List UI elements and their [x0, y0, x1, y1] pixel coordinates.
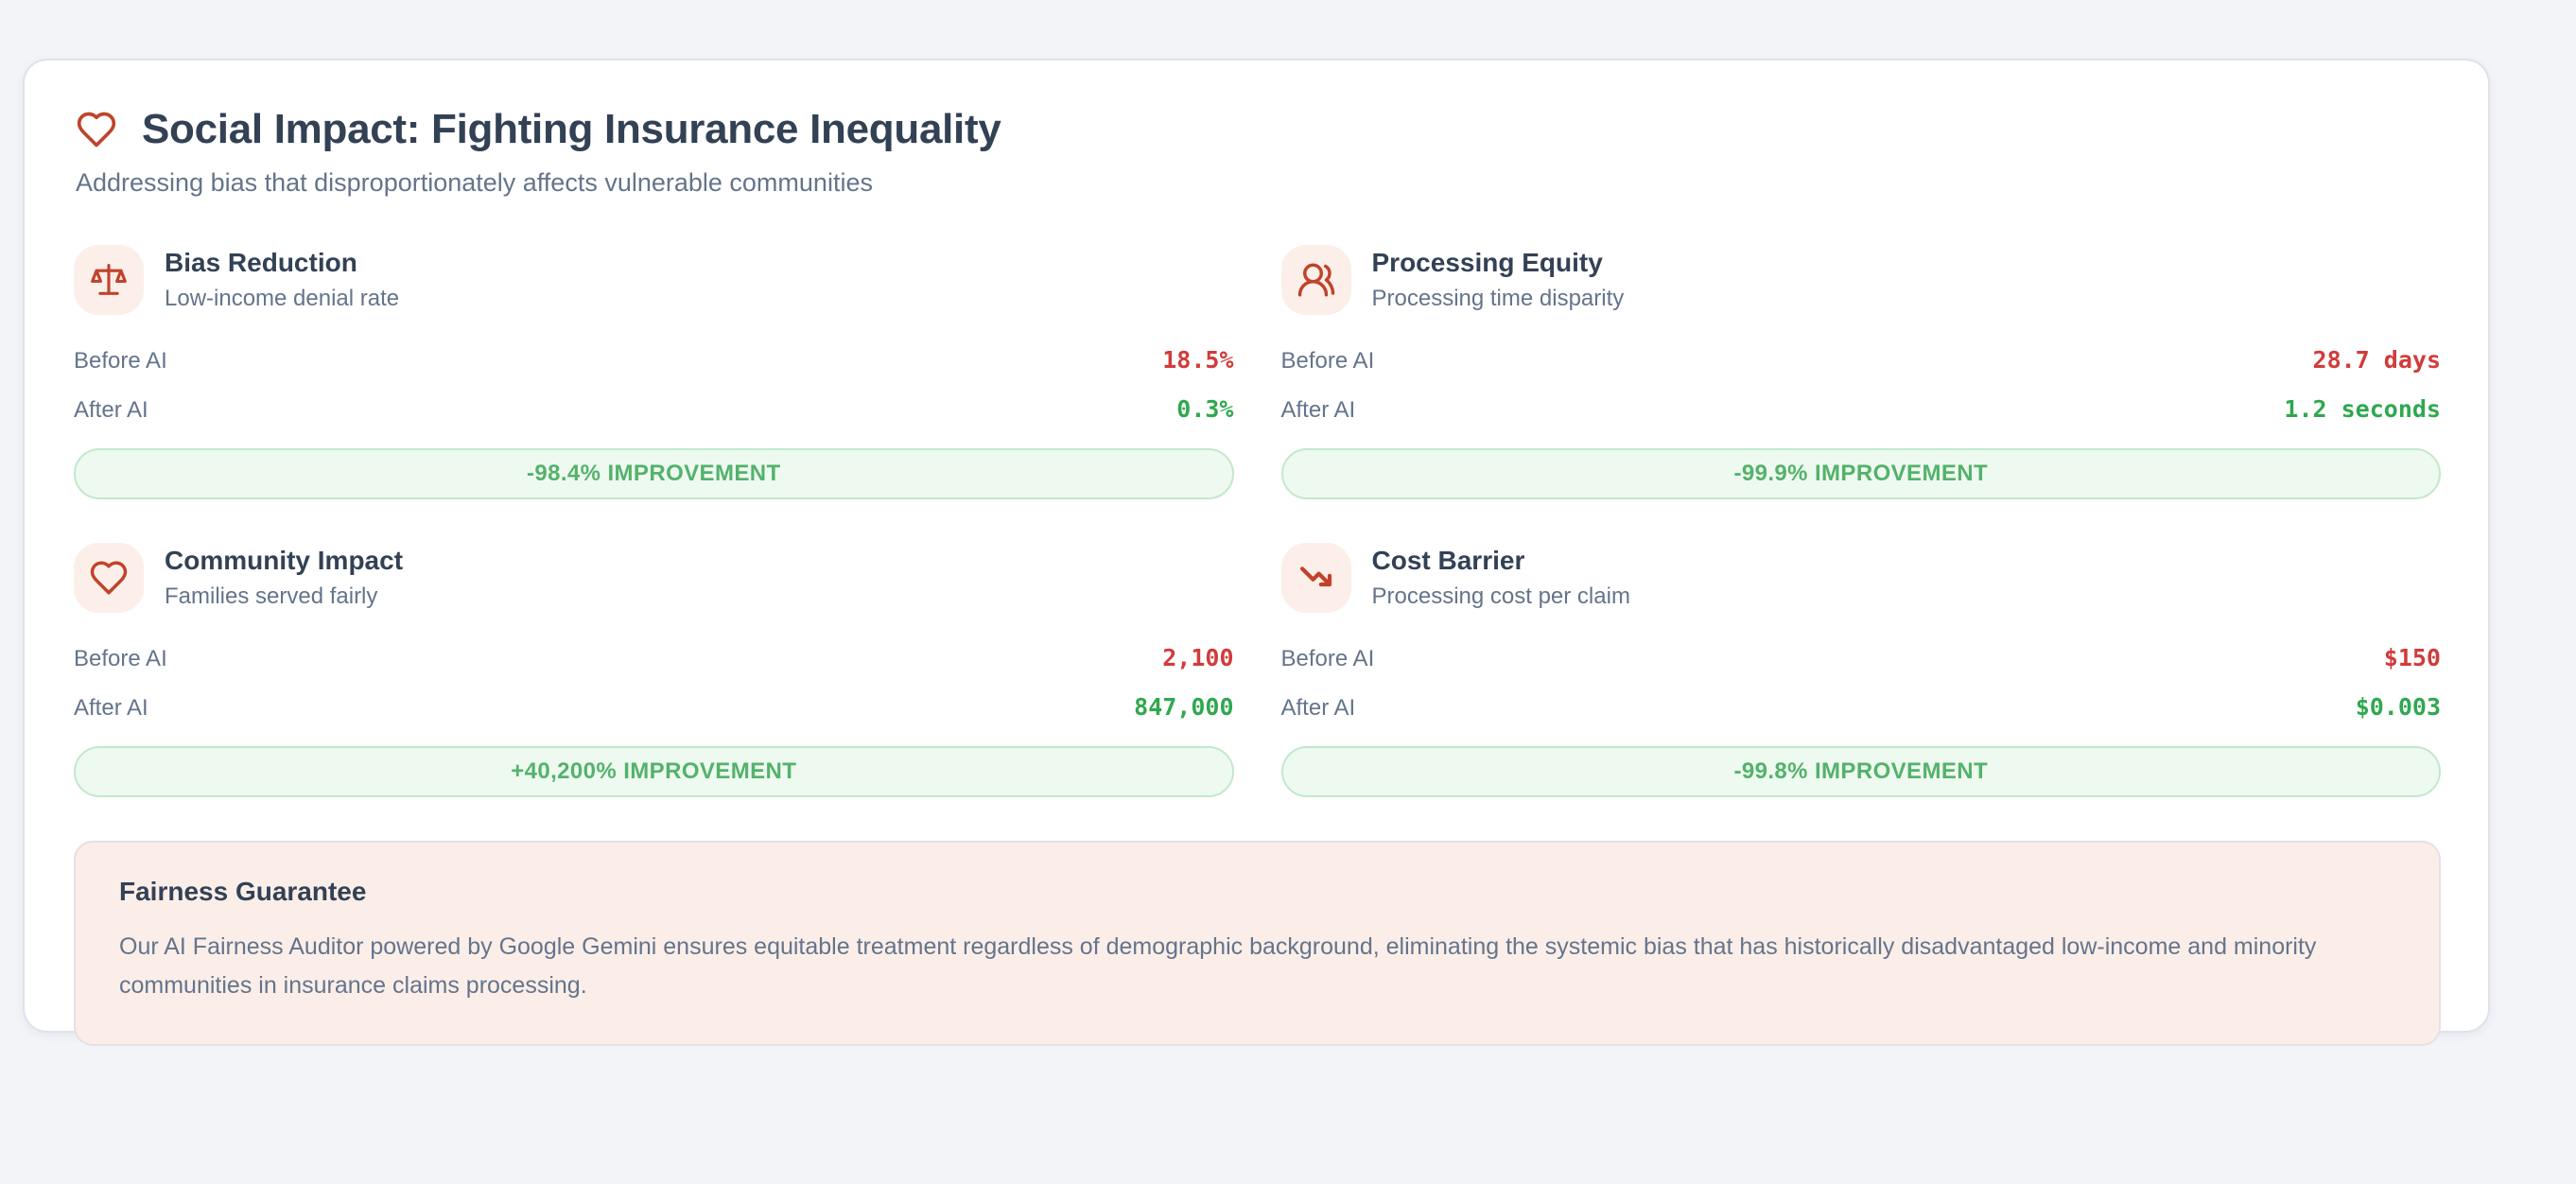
- improvement-badge: -99.9% IMPROVEMENT: [1280, 448, 2441, 499]
- fairness-title: Fairness Guarantee: [119, 877, 367, 906]
- before-ai-row: Before AI 2,100: [74, 634, 1234, 683]
- metric-rows: Before AI 28.7 days After AI 1.2 seconds: [1281, 336, 2442, 434]
- improvement-badge: -98.4% IMPROVEMENT: [74, 448, 1234, 499]
- metric-rows: Before AI 18.5% After AI 0.3%: [74, 336, 1234, 434]
- before-ai-row: Before AI 18.5%: [74, 336, 1234, 385]
- after-ai-row: After AI 0.3%: [74, 385, 1234, 434]
- after-ai-value: 1.2 seconds: [2284, 395, 2441, 423]
- fairness-guarantee-panel: Fairness Guarantee Our AI Fairness Audit…: [74, 841, 2441, 1046]
- before-ai-label: Before AI: [74, 348, 167, 374]
- improvement-badge-label: +40,200% IMPROVEMENT: [511, 758, 797, 784]
- before-ai-label: Before AI: [74, 646, 167, 671]
- after-ai-row: After AI 847,000: [74, 683, 1234, 732]
- metric-card-community-impact: Community Impact Families served fairly …: [74, 543, 1234, 797]
- before-ai-value: 18.5%: [1162, 346, 1234, 374]
- after-ai-label: After AI: [1280, 397, 1356, 423]
- scale-icon: [74, 245, 144, 315]
- social-impact-card: Social Impact: Fighting Insurance Inequa…: [23, 59, 2490, 1046]
- before-ai-row: Before AI $150: [1281, 634, 2442, 683]
- after-ai-value: 0.3%: [1176, 395, 1234, 423]
- metrics-grid: Bias Reduction Low-income denial rate Be…: [74, 245, 2441, 797]
- heart-icon: [74, 543, 144, 613]
- metric-rows: Before AI $150 After AI $0.003: [1281, 634, 2442, 732]
- before-ai-value: 28.7 days: [2312, 346, 2441, 374]
- before-ai-value: 2,100: [1162, 644, 1234, 671]
- page-subtitle: Addressing bias that disproportionately …: [76, 168, 873, 197]
- page-title: Social Impact: Fighting Insurance Inequa…: [142, 106, 1001, 152]
- metric-header: Bias Reduction Low-income denial rate: [74, 245, 1234, 315]
- after-ai-row: After AI $0.003: [1281, 683, 2442, 732]
- after-ai-value: $0.003: [2355, 693, 2441, 721]
- metric-header-text: Cost Barrier Processing cost per claim: [1372, 546, 1630, 610]
- after-ai-label: After AI: [74, 695, 148, 721]
- metric-subtitle: Families served fairly: [165, 583, 378, 609]
- users-icon: [1280, 245, 1351, 315]
- metric-header: Cost Barrier Processing cost per claim: [1280, 543, 2442, 613]
- metric-subtitle: Processing cost per claim: [1371, 583, 1630, 609]
- metric-header-text: Processing Equity Processing time dispar…: [1372, 248, 1625, 312]
- metric-title: Bias Reduction: [165, 248, 357, 277]
- heart-icon: [74, 107, 119, 152]
- after-ai-row: After AI 1.2 seconds: [1281, 385, 2442, 434]
- trending-down-icon: [1280, 543, 1351, 613]
- improvement-badge-label: -98.4% IMPROVEMENT: [526, 461, 781, 486]
- improvement-badge-label: -99.8% IMPROVEMENT: [1733, 758, 1989, 784]
- metric-title: Community Impact: [165, 546, 404, 575]
- metric-title: Processing Equity: [1371, 248, 1603, 277]
- metric-title: Cost Barrier: [1371, 546, 1525, 575]
- after-ai-value: 847,000: [1134, 693, 1234, 721]
- before-ai-value: $150: [2383, 644, 2441, 671]
- metric-header: Community Impact Families served fairly: [74, 543, 1234, 613]
- metric-header: Processing Equity Processing time dispar…: [1280, 245, 2442, 315]
- metric-rows: Before AI 2,100 After AI 847,000: [74, 634, 1234, 732]
- before-ai-label: Before AI: [1280, 348, 1375, 374]
- improvement-badge: -99.8% IMPROVEMENT: [1280, 746, 2441, 797]
- after-ai-label: After AI: [1280, 695, 1356, 721]
- metric-card-cost-barrier: Cost Barrier Processing cost per claim B…: [1280, 543, 2442, 797]
- improvement-badge: +40,200% IMPROVEMENT: [74, 746, 1234, 797]
- title-row: Social Impact: Fighting Insurance Inequa…: [74, 106, 2441, 153]
- card-header: Social Impact: Fighting Insurance Inequa…: [74, 106, 2441, 198]
- metric-header-text: Community Impact Families served fairly: [165, 546, 403, 610]
- fairness-body: Our AI Fairness Auditor powered by Googl…: [119, 933, 2317, 999]
- improvement-badge-label: -99.9% IMPROVEMENT: [1733, 461, 1989, 486]
- metric-header-text: Bias Reduction Low-income denial rate: [165, 248, 399, 312]
- metric-card-bias-reduction: Bias Reduction Low-income denial rate Be…: [74, 245, 1234, 499]
- before-ai-row: Before AI 28.7 days: [1281, 336, 2442, 385]
- before-ai-label: Before AI: [1280, 646, 1375, 671]
- metric-subtitle: Low-income denial rate: [165, 286, 400, 311]
- metric-subtitle: Processing time disparity: [1371, 286, 1625, 311]
- metric-card-processing-equity: Processing Equity Processing time dispar…: [1280, 245, 2442, 499]
- after-ai-label: After AI: [74, 397, 148, 423]
